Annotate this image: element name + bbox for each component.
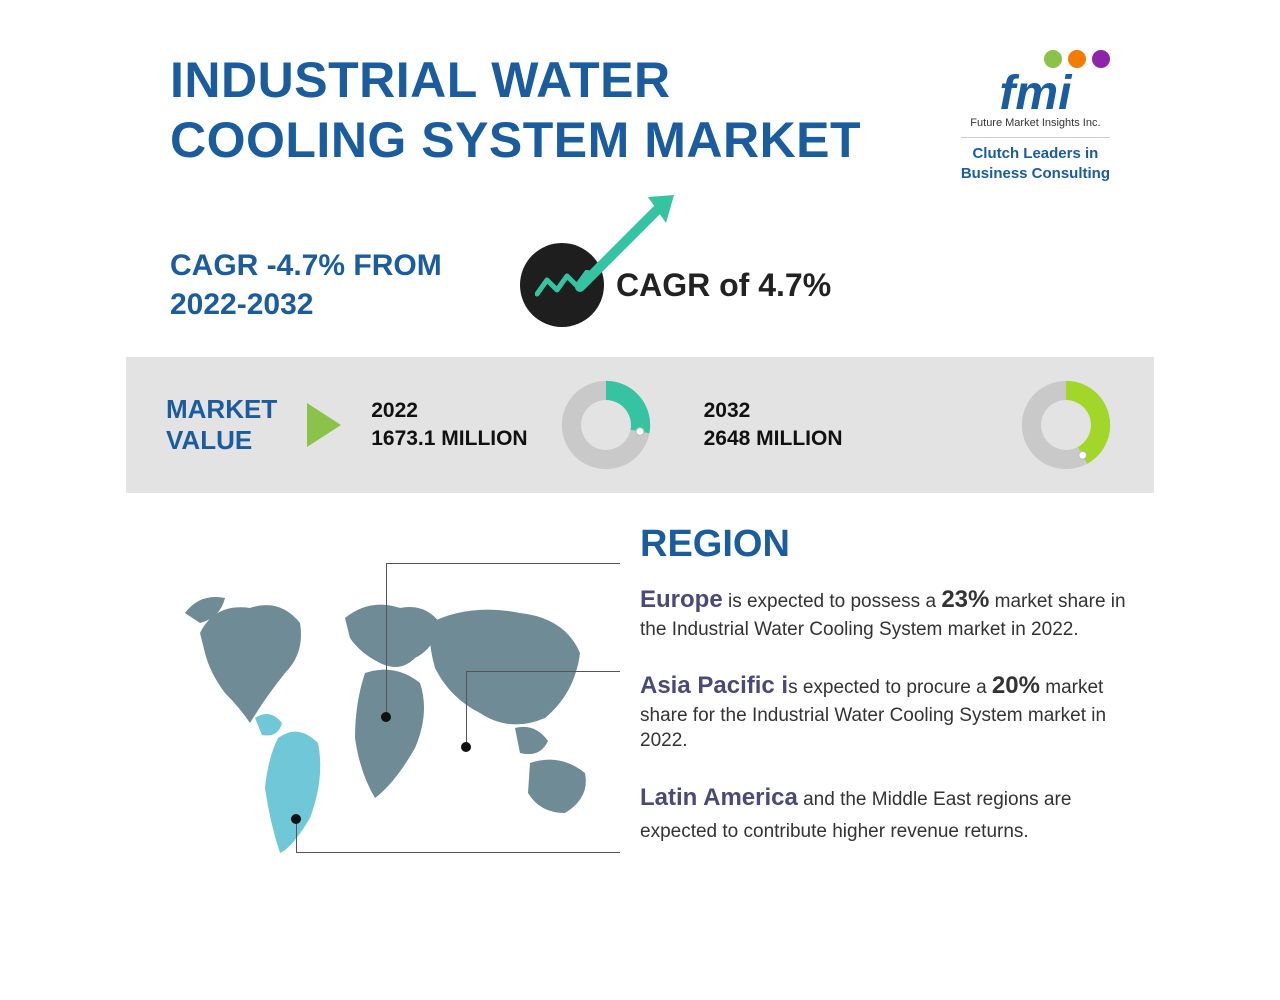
logo-subtitle: Future Market Insights Inc.: [961, 117, 1110, 129]
region-lead-0: Europe: [640, 586, 723, 613]
header-row: INDUSTRIAL WATER COOLING SYSTEM MARKET f…: [0, 50, 1280, 183]
region-title: REGION: [640, 523, 1150, 566]
logo-tagline-2: Business Consulting: [961, 164, 1110, 184]
logo-dot-3: [1092, 50, 1110, 68]
cagr-arrow-icon: [570, 187, 680, 297]
logo-tagline: Clutch Leaders in Business Consulting: [961, 137, 1110, 183]
logo-block: fmi Future Market Insights Inc. Clutch L…: [961, 50, 1110, 183]
world-map: [170, 563, 610, 888]
region-item-1: Asia Pacific is expected to procure a 20…: [640, 670, 1150, 754]
cagr-badge: CAGR of 4.7%: [520, 243, 831, 327]
connector-latam: [296, 819, 620, 853]
region-before-1: s expected to procure a: [788, 677, 992, 698]
infographic-page: INDUSTRIAL WATER COOLING SYSTEM MARKET f…: [0, 0, 1280, 1000]
mv-label-text: MARKETVALUE: [166, 394, 277, 455]
logo-dot-1: [1044, 50, 1062, 68]
mv-year-0: 2022: [371, 397, 527, 425]
cagr-row: CAGR -4.7% FROM 2022-2032 CAGR of 4.7%: [0, 243, 1280, 327]
region-pct-0: 23%: [941, 586, 989, 613]
main-title: INDUSTRIAL WATER COOLING SYSTEM MARKET: [170, 50, 870, 170]
mv-item-1: 2032 2648 MILLION: [704, 397, 843, 454]
cagr-left-text: CAGR -4.7% FROM 2022-2032: [170, 246, 490, 324]
logo-dot-2: [1068, 50, 1086, 68]
region-item-0: Europe is expected to possess a 23% mark…: [640, 584, 1150, 642]
logo-tagline-1: Clutch Leaders in: [961, 144, 1110, 164]
mv-donut-1: [1018, 377, 1114, 473]
region-section: REGION Europe is expected to possess a 2…: [0, 523, 1280, 888]
market-value-triangle-icon: [307, 403, 341, 447]
mv-donut-0: [558, 377, 654, 473]
region-lead-1: Asia Pacific i: [640, 672, 788, 699]
region-lead-2: Latin America: [640, 784, 798, 811]
region-text-column: REGION Europe is expected to possess a 2…: [640, 523, 1150, 888]
connector-asia: [466, 671, 620, 747]
mv-item-0: 2022 1673.1 MILLION: [371, 397, 527, 454]
region-pct-1: 20%: [992, 672, 1040, 699]
logo-icon-row: [961, 50, 1110, 68]
mv-value-0: 1673.1 MILLION: [371, 425, 527, 453]
market-value-strip: MARKETVALUE 2022 1673.1 MILLION 2032 264…: [126, 357, 1154, 493]
region-item-2: Latin America and the Middle East region…: [640, 782, 1150, 847]
region-before-0: is expected to possess a: [723, 591, 942, 612]
market-value-label: MARKETVALUE: [166, 394, 277, 456]
mv-value-1: 2648 MILLION: [704, 425, 843, 453]
logo-text: fmi: [961, 72, 1110, 115]
mv-year-1: 2032: [704, 397, 843, 425]
